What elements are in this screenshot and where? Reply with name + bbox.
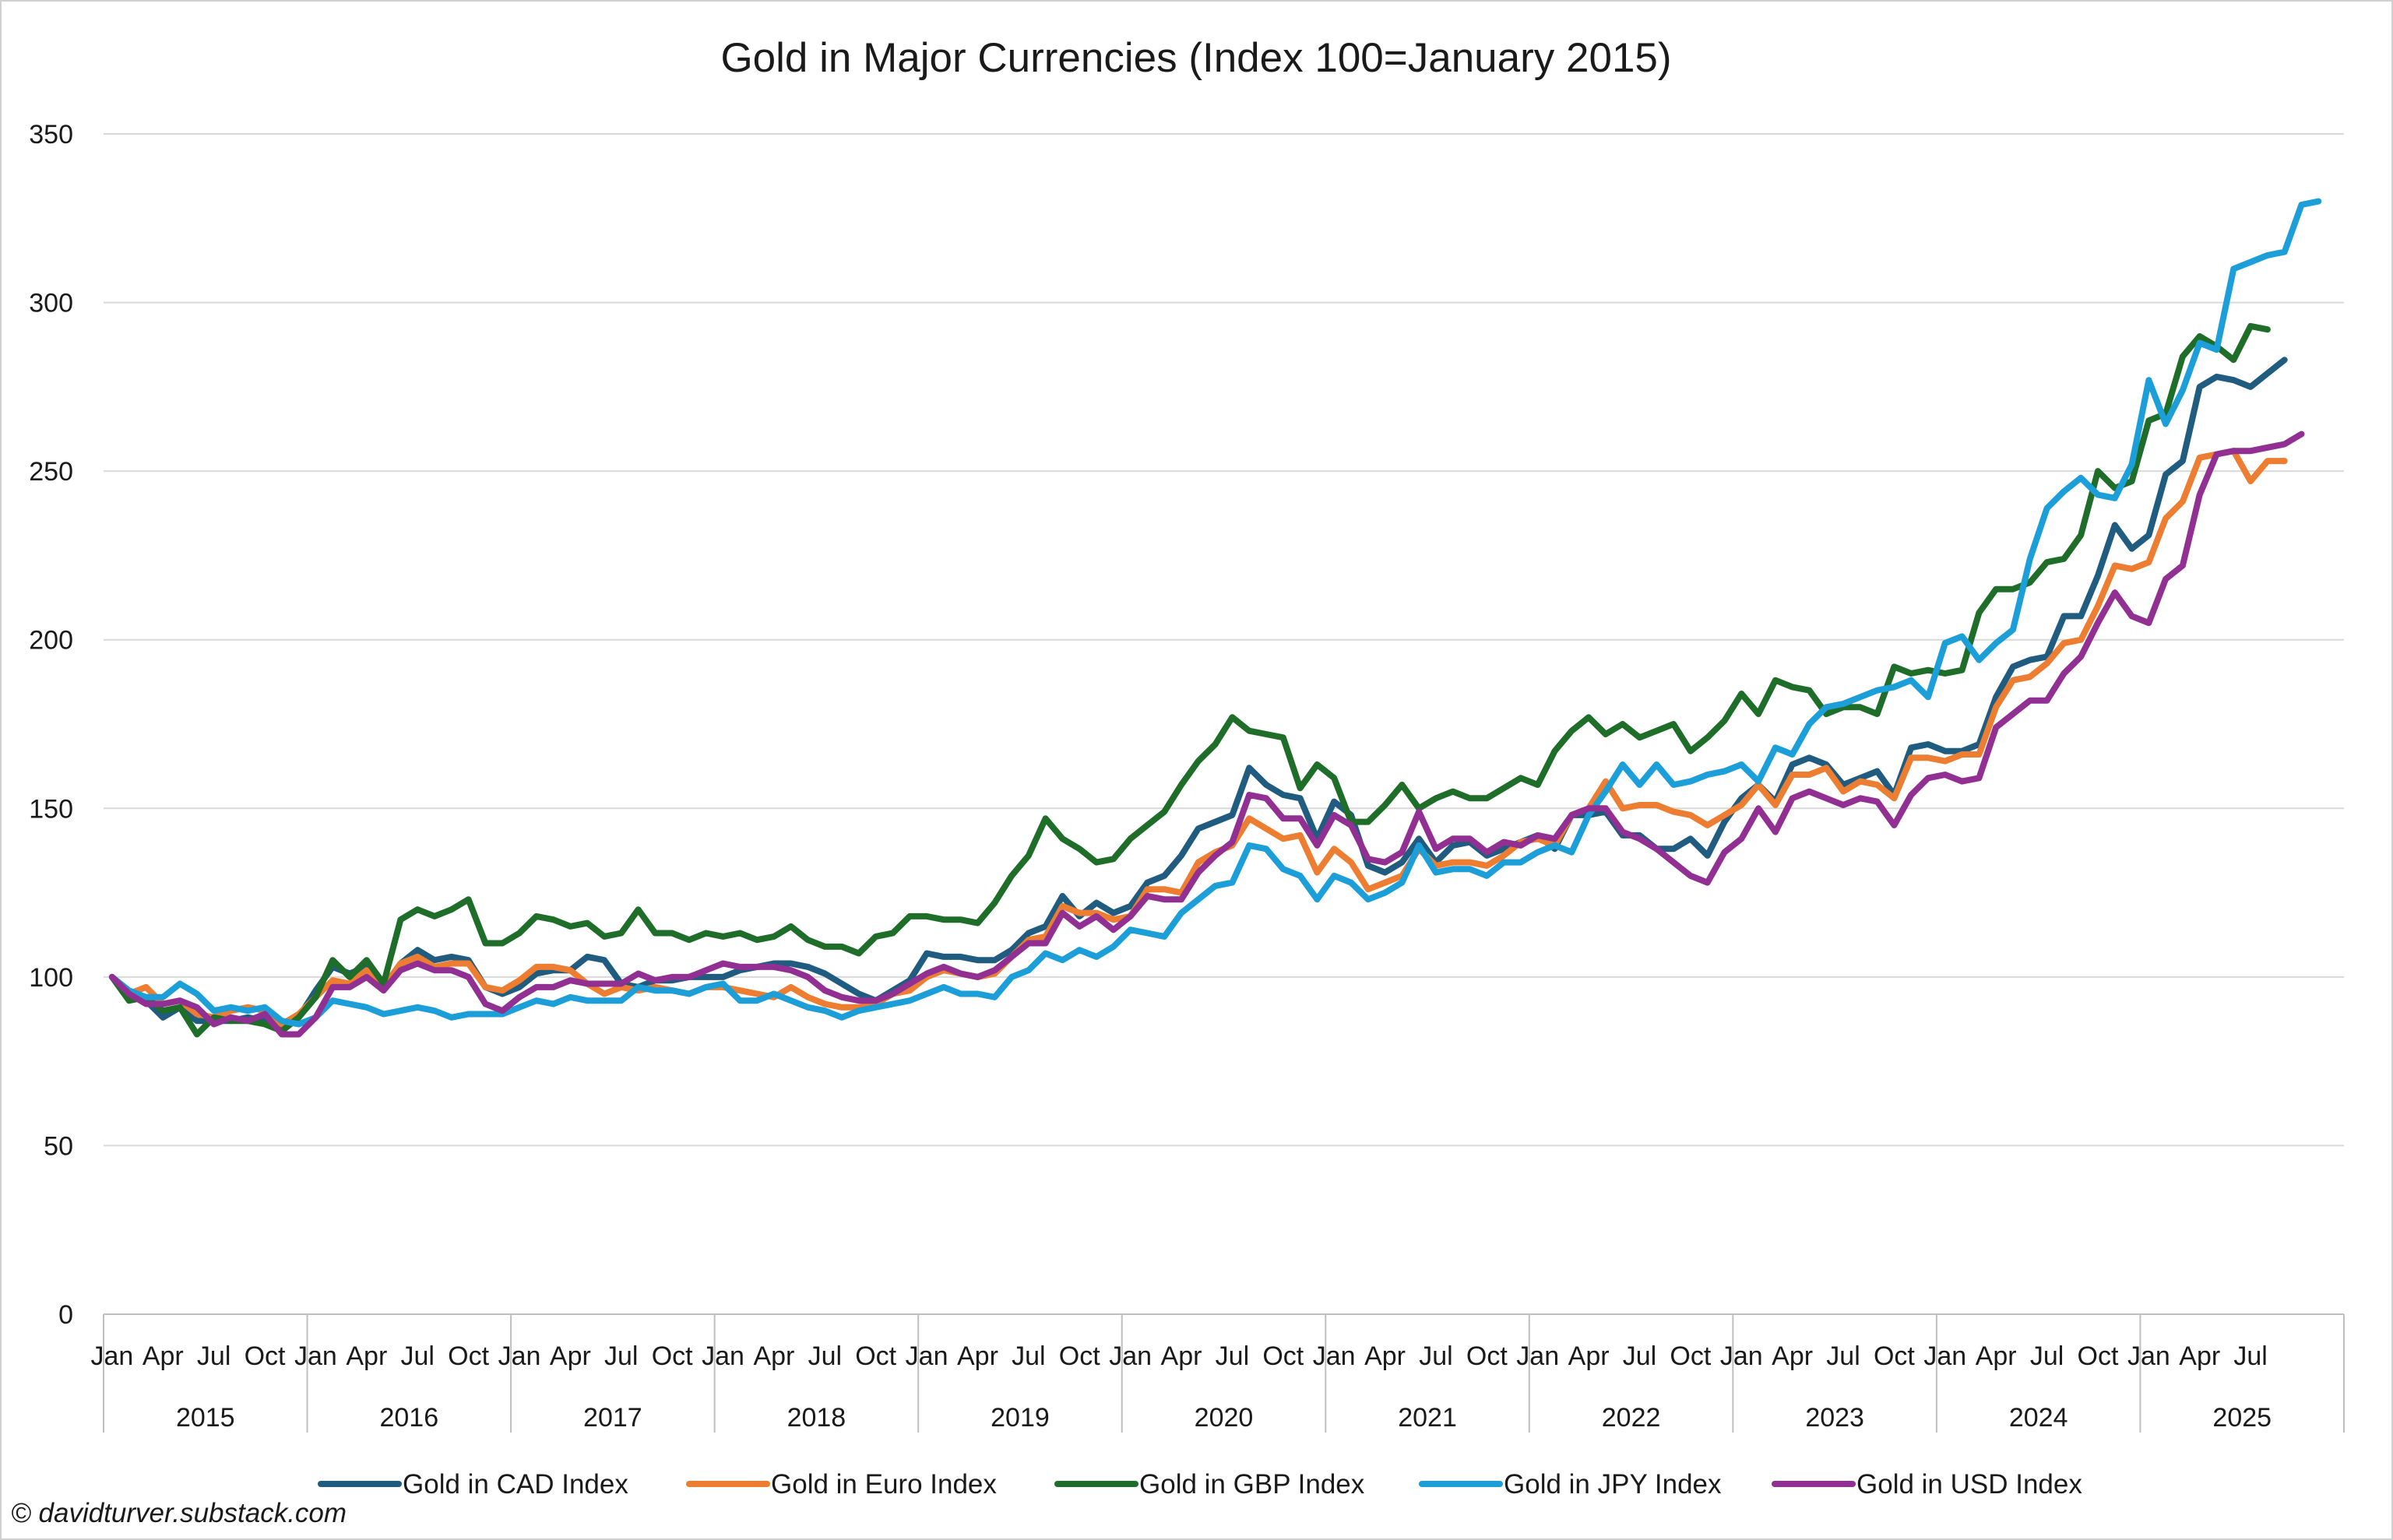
series-line xyxy=(108,448,2288,1028)
year-label: 2018 xyxy=(787,1403,846,1433)
x-tick-label: Oct xyxy=(652,1341,693,1371)
x-tick-label: Oct xyxy=(2078,1341,2119,1371)
x-tick-label: Apr xyxy=(346,1341,387,1371)
x-tick-label: Jan xyxy=(1109,1341,1152,1371)
x-tick-label: Apr xyxy=(1161,1341,1202,1371)
copyright-notice: © davidturver.substack.com xyxy=(11,1498,347,1528)
x-tick-label: Jan xyxy=(1720,1341,1763,1371)
x-tick-label: Jul xyxy=(1623,1341,1656,1371)
year-label: 2016 xyxy=(379,1403,438,1433)
x-axis: Jan Apr Jul Oct 2015 Jan Apr Jul Oct 2016 Jan Apr Ju… xyxy=(90,1314,2345,1433)
x-tick-label: Jul xyxy=(1826,1341,1860,1371)
y-axis-tick-labels: 0 50 100 150 200 250 300 350 xyxy=(29,120,73,1330)
series-line xyxy=(108,322,2271,1038)
x-tick-label: Apr xyxy=(143,1341,184,1371)
year-label: 2025 xyxy=(2212,1403,2272,1433)
y-tick-label: 250 xyxy=(29,457,73,487)
y-tick-label: 200 xyxy=(29,626,73,656)
x-tick-label: Apr xyxy=(1772,1341,1813,1371)
x-tick-label: Oct xyxy=(855,1341,896,1371)
legend-label: Gold in JPY Index xyxy=(1504,1469,1722,1500)
year-label: 2024 xyxy=(2009,1403,2068,1433)
x-tick-label: Jul xyxy=(1216,1341,1249,1371)
x-tick-label: Jul xyxy=(197,1341,231,1371)
legend-label: Gold in CAD Index xyxy=(403,1469,628,1500)
series-lines xyxy=(108,198,2322,1038)
x-tick-label: Jul xyxy=(1012,1341,1045,1371)
x-tick-label: Jul xyxy=(604,1341,638,1371)
x-tick-label: Jan xyxy=(294,1341,337,1371)
x-tick-label: Oct xyxy=(1670,1341,1711,1371)
y-tick-label: 300 xyxy=(29,289,73,318)
legend-label: Gold in USD Index xyxy=(1856,1469,2082,1500)
x-tick-label: Jul xyxy=(2030,1341,2064,1371)
x-tick-label: Oct xyxy=(448,1341,489,1371)
x-tick-label: Jul xyxy=(808,1341,842,1371)
x-tick-label: Apr xyxy=(1568,1341,1610,1371)
x-tick-label: Apr xyxy=(957,1341,998,1371)
y-tick-label: 50 xyxy=(44,1131,73,1161)
chart-title: Gold in Major Currencies (Index 100=Janu… xyxy=(720,35,1671,81)
x-tick-label: Jan xyxy=(906,1341,948,1371)
series-line xyxy=(108,431,2305,1038)
x-tick-label: Oct xyxy=(1262,1341,1304,1371)
x-tick-label: Jul xyxy=(1419,1341,1452,1371)
x-tick-label: Jan xyxy=(2127,1341,2170,1371)
x-tick-label: Jan xyxy=(702,1341,744,1371)
y-tick-label: 100 xyxy=(29,963,73,993)
legend: Gold in CAD Index Gold in Euro Index Gold … xyxy=(318,1469,2082,1500)
year-label: 2022 xyxy=(1602,1403,1661,1433)
x-tick-label: Apr xyxy=(2179,1341,2220,1371)
x-tick-label: Apr xyxy=(1976,1341,2017,1371)
year-label: 2019 xyxy=(991,1403,1050,1433)
x-tick-label: Oct xyxy=(245,1341,286,1371)
legend-label: Gold in Euro Index xyxy=(771,1469,997,1500)
y-tick-label: 150 xyxy=(29,794,73,824)
y-tick-label: 0 xyxy=(58,1300,73,1330)
year-label: 2015 xyxy=(176,1403,235,1433)
x-tick-label: Jan xyxy=(498,1341,541,1371)
x-tick-label: Oct xyxy=(1466,1341,1508,1371)
series-line xyxy=(108,198,2322,1028)
year-label: 2020 xyxy=(1195,1403,1254,1433)
x-tick-label: Jan xyxy=(1516,1341,1559,1371)
year-label: 2023 xyxy=(1805,1403,1864,1433)
x-tick-label: Oct xyxy=(1874,1341,1915,1371)
x-tick-label: Jan xyxy=(90,1341,133,1371)
legend-label: Gold in GBP Index xyxy=(1139,1469,1365,1500)
x-tick-label: Apr xyxy=(753,1341,794,1371)
x-tick-label: Apr xyxy=(550,1341,591,1371)
x-tick-label: Jul xyxy=(2233,1341,2267,1371)
x-tick-label: Jul xyxy=(400,1341,434,1371)
year-label: 2017 xyxy=(583,1403,642,1433)
x-tick-label: Jan xyxy=(1923,1341,1966,1371)
x-tick-label: Apr xyxy=(1364,1341,1406,1371)
y-tick-label: 350 xyxy=(29,120,73,149)
x-tick-label: Jan xyxy=(1313,1341,1356,1371)
x-tick-label: Oct xyxy=(1059,1341,1100,1371)
year-label: 2021 xyxy=(1398,1403,1457,1433)
